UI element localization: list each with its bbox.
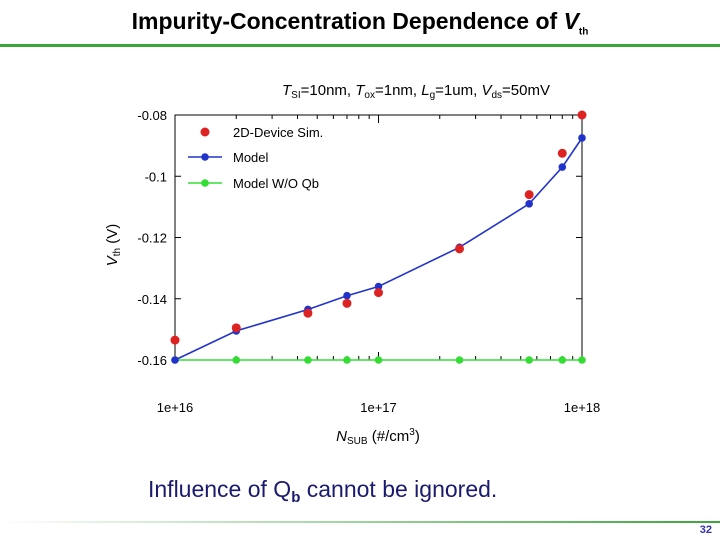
x-tick-label: 1e+16	[157, 400, 194, 415]
y-tick-label: -0.16	[137, 353, 167, 368]
data-point	[342, 298, 352, 308]
data-point	[558, 163, 567, 171]
data-point	[343, 291, 351, 300]
legend-marker	[201, 179, 209, 187]
legend-marker	[200, 127, 210, 137]
x-axis-label: NSUB (#/cm3)	[336, 427, 420, 447]
data-point	[304, 356, 312, 364]
legend-marker	[201, 153, 209, 161]
x-tick-label: 1e+17	[360, 400, 397, 415]
page-number: 32	[699, 524, 712, 536]
data-point	[343, 356, 351, 364]
x-tick-label: 1e+18	[564, 400, 601, 415]
data-point	[525, 200, 533, 208]
title-underline	[0, 44, 720, 47]
legend-label: 2D-Device Sim.	[233, 125, 323, 140]
y-tick-label: -0.14	[137, 292, 167, 307]
data-point	[232, 356, 241, 364]
data-point	[455, 356, 464, 364]
y-tick-label: -0.12	[137, 231, 167, 246]
conclusion-text: Influence of Qb cannot be ignored.	[148, 476, 498, 506]
data-point	[454, 244, 464, 254]
chart-parameters: TSI=10nm, Tox=1nm, Lg=1um, Vds=50mV	[282, 82, 550, 101]
data-point	[578, 356, 586, 364]
slide-title: Impurity-Concentration Dependence of Vth	[131, 8, 589, 38]
data-point	[170, 335, 180, 345]
data-point	[577, 110, 587, 120]
legend-label: Model	[233, 150, 269, 165]
data-point	[171, 356, 179, 364]
y-tick-label: -0.08	[137, 108, 167, 123]
data-point	[525, 356, 533, 364]
footer-divider	[0, 521, 720, 523]
data-point	[578, 134, 586, 142]
data-point	[374, 356, 383, 364]
data-point	[557, 148, 567, 158]
y-axis-label: Vth (V)	[104, 224, 123, 267]
data-point	[303, 308, 313, 318]
data-point	[558, 356, 567, 364]
data-point	[374, 288, 383, 298]
data-point	[231, 323, 241, 333]
data-point	[524, 190, 534, 200]
data-point	[374, 282, 383, 291]
y-tick-label: -0.1	[145, 169, 167, 184]
legend-label: Model W/O Qb	[233, 176, 319, 191]
